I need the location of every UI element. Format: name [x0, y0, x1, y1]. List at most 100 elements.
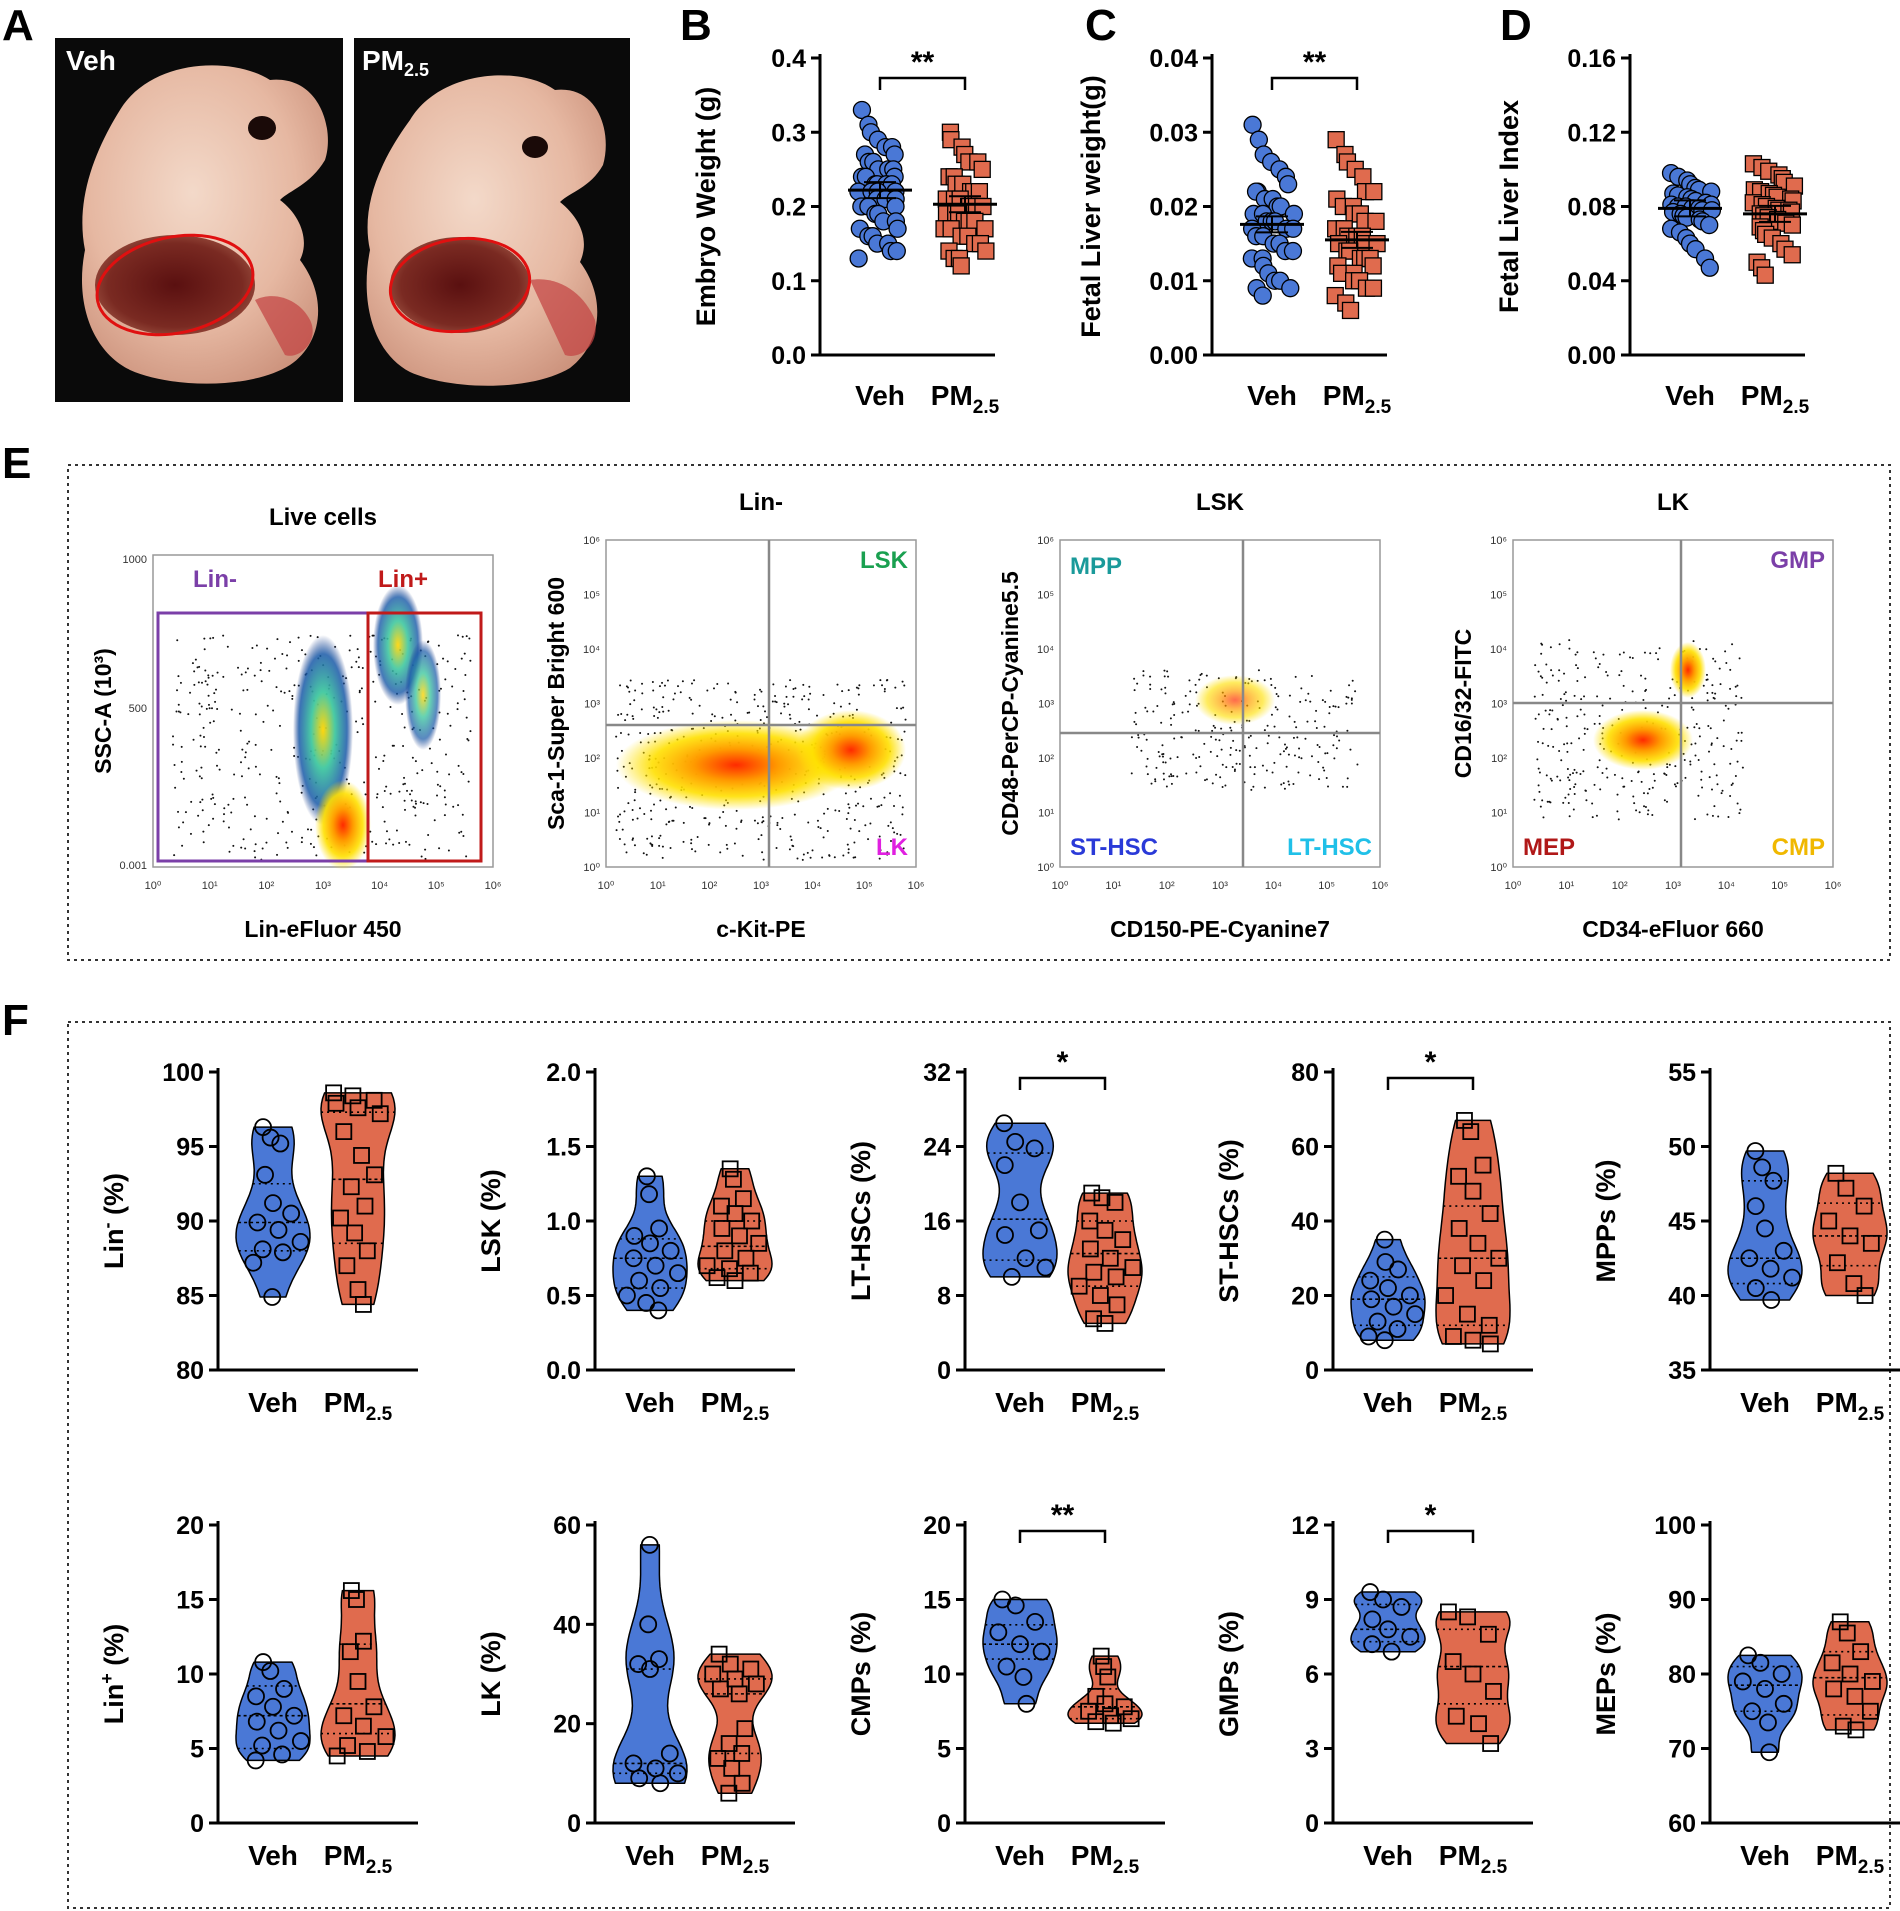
flow-x-tick: 10³ — [1665, 880, 1681, 892]
significance-bracket — [1018, 1076, 1107, 1090]
category-label: PM2.5 — [1439, 1387, 1508, 1425]
data-point — [887, 241, 906, 261]
flow-x-tick: 10¹ — [202, 880, 218, 892]
data-point — [1382, 1642, 1401, 1661]
data-point — [1253, 286, 1272, 305]
data-point — [292, 1732, 310, 1750]
y-tick-label: 0.04 — [1149, 45, 1198, 73]
data-point — [1401, 1627, 1420, 1646]
data-point — [1085, 1310, 1103, 1328]
data-point — [247, 1687, 265, 1706]
flow-y-tick: 10⁴ — [583, 644, 600, 656]
data-point — [273, 1243, 292, 1262]
data-point — [356, 1197, 374, 1215]
data-point — [1011, 1635, 1029, 1654]
flow-x-tick: 10⁴ — [371, 880, 388, 892]
data-point — [1122, 1710, 1140, 1728]
flow-plot-3: LSK CD150-PE-Cyanine7 CD48-PerCP-Cyanine5.… — [997, 489, 1388, 942]
data-point — [1108, 1296, 1126, 1314]
data-point — [261, 1662, 280, 1680]
violin-chart-f9: 0 3 6 9 12 GMPs (%) Veh PM2.5 * — [1214, 1499, 1533, 1878]
data-point — [1482, 1735, 1500, 1752]
y-tick-label: 20 — [1291, 1283, 1319, 1311]
flow-y-tick: 10⁶ — [1490, 535, 1507, 547]
data-point — [709, 1750, 727, 1767]
flow-y-label: SSC-A (10³) — [90, 648, 116, 774]
data-point — [640, 1185, 658, 1204]
embryo-image-pm: PM2.5 — [354, 38, 630, 402]
flow-y-tick: 10⁵ — [1037, 590, 1054, 602]
significance-bracket — [1018, 1529, 1107, 1543]
flow-y-tick: 10² — [1038, 753, 1054, 765]
panel-e: E Live cells Lin-eFluor 450 SSC-A (10³) 10⁰… — [2, 439, 1891, 961]
y-tick-label: 0.00 — [1149, 342, 1198, 370]
y-tick-label: 3 — [1305, 1736, 1319, 1764]
data-point — [346, 1224, 364, 1242]
category-label: PM2.5 — [701, 1387, 770, 1425]
data-point — [1464, 1182, 1482, 1200]
data-point — [247, 1712, 266, 1731]
data-point — [348, 1591, 365, 1608]
y-tick-label: 0.0 — [546, 1357, 581, 1385]
y-axis-label: MEPs (%) — [1591, 1612, 1621, 1735]
data-point — [1375, 1230, 1394, 1249]
data-point — [1447, 1707, 1465, 1725]
data-point — [1095, 1658, 1113, 1675]
data-point — [246, 1751, 265, 1770]
data-point — [1743, 1702, 1761, 1721]
data-point — [1283, 241, 1303, 261]
data-point — [641, 1660, 659, 1678]
flow-x-tick: 10⁶ — [1825, 880, 1842, 892]
y-tick-label: 60 — [553, 1512, 581, 1540]
category-label: Veh — [1740, 1840, 1790, 1871]
y-tick-label: 16 — [923, 1208, 951, 1236]
data-point — [649, 1301, 668, 1320]
data-point — [1101, 1249, 1119, 1267]
flow-y-tick: 10⁵ — [1490, 590, 1507, 602]
panel-a: A Veh PM2.5 — [2, 1, 630, 402]
violin-body — [612, 1544, 688, 1785]
flow-plot-title: LSK — [1196, 489, 1245, 516]
y-tick-label: 0.1 — [771, 268, 806, 296]
flow-y-tick: 10¹ — [1491, 808, 1507, 820]
data-point — [625, 1227, 644, 1245]
y-tick-label: 10 — [923, 1661, 951, 1689]
data-point — [952, 257, 970, 275]
data-point — [640, 1535, 659, 1554]
data-point — [637, 1167, 656, 1186]
data-point — [1036, 1258, 1055, 1277]
y-axis-label: LK (%) — [476, 1631, 506, 1716]
data-point — [275, 1680, 293, 1698]
data-point — [1104, 1714, 1122, 1732]
data-point — [1388, 1320, 1407, 1338]
data-point — [1368, 1312, 1387, 1331]
data-point — [1081, 1212, 1099, 1230]
data-point — [1364, 279, 1383, 297]
data-point — [1841, 1665, 1859, 1683]
data-point — [669, 1264, 687, 1283]
category-label: PM2.5 — [1816, 1840, 1885, 1878]
data-point — [721, 1160, 739, 1178]
y-tick-label: 0 — [190, 1810, 204, 1838]
data-point — [1096, 1221, 1114, 1239]
flow-x-tick: 10³ — [1212, 880, 1228, 892]
data-point — [358, 1242, 376, 1260]
data-point — [1845, 1275, 1863, 1292]
data-point — [1490, 1249, 1508, 1267]
data-point — [1753, 1158, 1772, 1177]
data-point — [996, 1226, 1014, 1244]
data-point — [342, 1178, 360, 1196]
flow-y-tick: 10² — [1491, 753, 1507, 765]
category-label: PM2.5 — [701, 1840, 770, 1878]
y-tick-label: 40 — [1291, 1208, 1319, 1236]
panel-b: B 0.0 0.1 0.2 0.3 0.4 Embryo Weight (g) Veh PM2… — [680, 1, 1000, 418]
data-point — [1363, 1610, 1382, 1629]
data-point — [713, 1220, 731, 1237]
data-point — [1368, 234, 1386, 253]
data-point — [1364, 257, 1382, 275]
data-point — [271, 1134, 290, 1153]
data-point — [1450, 1167, 1467, 1185]
panel-letter-a: A — [2, 1, 34, 50]
flow-x-label: c-Kit-PE — [716, 916, 805, 942]
